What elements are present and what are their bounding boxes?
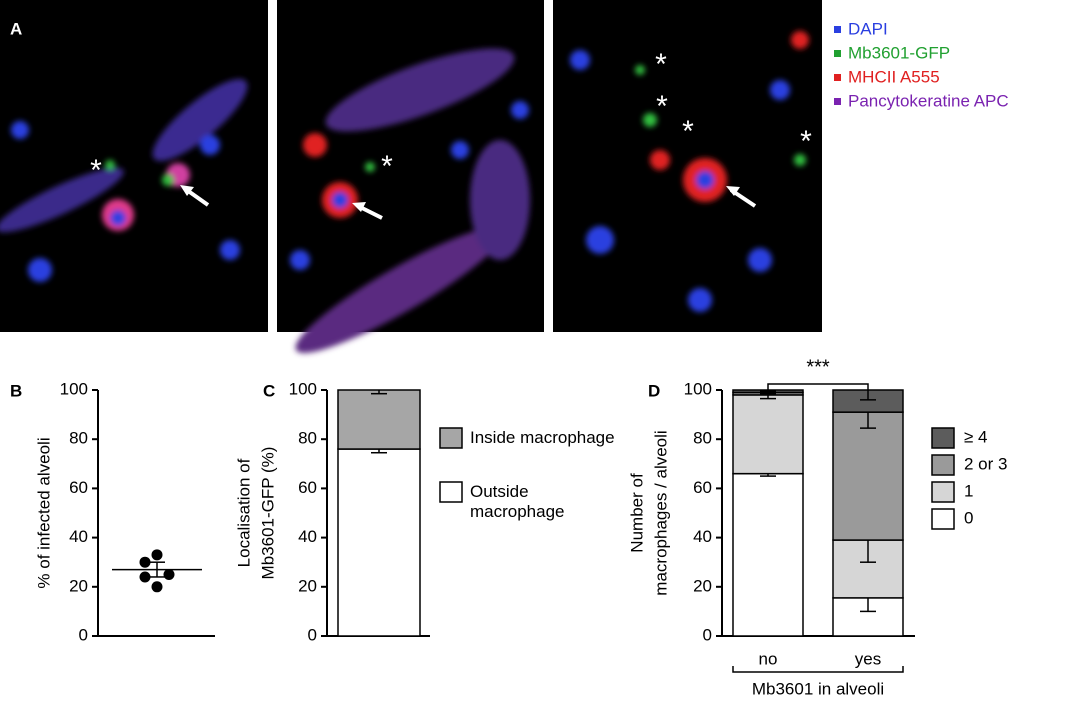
y-tick-label: 40 <box>69 527 88 546</box>
legend-swatch <box>931 427 955 449</box>
legend-swatch <box>439 481 463 503</box>
point <box>151 581 163 593</box>
legend-label: ≥ 4 <box>964 427 988 446</box>
x-tick-label: no <box>759 649 778 668</box>
y-tick-label: 20 <box>298 576 317 595</box>
legend-swatch <box>931 454 955 476</box>
bar-segment <box>732 472 804 637</box>
y-tick-label: 60 <box>69 478 88 497</box>
legend-label: Outside macrophage <box>470 482 565 521</box>
legend-label: Inside macrophage <box>470 428 615 447</box>
y-tick-label: 100 <box>684 379 712 398</box>
y-axis-title: Localisation of <box>234 458 253 567</box>
asterisk: * <box>682 115 694 148</box>
legend-label: 1 <box>964 481 973 500</box>
legend-label-box: Inside macrophage <box>470 428 615 447</box>
x-tick-label: yes <box>855 649 881 668</box>
legend-label: MHCII A555 <box>848 67 940 86</box>
legend-swatch <box>834 50 841 57</box>
y-tick-label: 60 <box>298 478 317 497</box>
bar-segment <box>337 389 421 450</box>
y-tick-label: 40 <box>693 527 712 546</box>
legend-swatch <box>931 508 955 530</box>
micrograph-1 <box>0 0 268 332</box>
bar-segment <box>832 411 904 541</box>
y-tick-label: 0 <box>308 625 317 644</box>
asterisk: * <box>656 90 668 123</box>
significance-label: *** <box>806 356 830 378</box>
legend-label: Mb3601-GFP <box>848 43 950 62</box>
legend-label-box: Outside macrophage <box>470 482 565 521</box>
y-tick-label: 80 <box>69 429 88 448</box>
legend-label: DAPI <box>848 19 888 38</box>
y-tick-label: 100 <box>60 379 88 398</box>
point <box>151 549 163 561</box>
legend-label: 2 or 3 <box>964 454 1007 473</box>
y-tick-label: 0 <box>79 625 88 644</box>
point <box>139 571 151 583</box>
legend-swatch <box>931 481 955 503</box>
y-axis-title: Number of <box>627 473 646 553</box>
micrograph-3 <box>553 0 822 332</box>
asterisk: * <box>800 125 812 158</box>
asterisk: * <box>381 150 393 183</box>
y-axis-title: Mb3601-GFP (%) <box>258 447 277 580</box>
point <box>163 569 175 580</box>
y-tick-label: 20 <box>69 576 88 595</box>
micrograph-2 <box>277 0 544 353</box>
legend-swatch <box>439 427 463 449</box>
legend-swatch <box>834 26 841 33</box>
y-tick-label: 80 <box>298 429 317 448</box>
panel-label: B <box>10 381 22 400</box>
legend-swatch <box>834 74 841 81</box>
panel-label: D <box>648 381 660 400</box>
asterisk: * <box>90 154 102 187</box>
y-tick-label: 100 <box>289 379 317 398</box>
y-tick-label: 0 <box>703 625 712 644</box>
category-bracket <box>732 666 904 673</box>
y-tick-label: 40 <box>298 527 317 546</box>
panel-label: A <box>10 19 22 38</box>
y-tick-label: 60 <box>693 478 712 497</box>
significance-bracket <box>767 383 869 390</box>
bar-segment <box>732 394 804 475</box>
legend-swatch <box>834 98 841 105</box>
x-axis-title: Mb3601 in alveoli <box>752 679 884 698</box>
y-axis-title: % of infected alveoli <box>34 437 53 588</box>
y-axis-title: macrophages / alveoli <box>651 430 670 595</box>
point <box>139 556 151 568</box>
y-tick-label: 80 <box>693 429 712 448</box>
panel-label: C <box>263 381 275 400</box>
bar-segment <box>337 448 421 637</box>
y-tick-label: 20 <box>693 576 712 595</box>
legend-label: 0 <box>964 508 973 527</box>
legend-label: Pancytokeratine APC <box>848 91 1009 110</box>
asterisk: * <box>655 48 667 81</box>
